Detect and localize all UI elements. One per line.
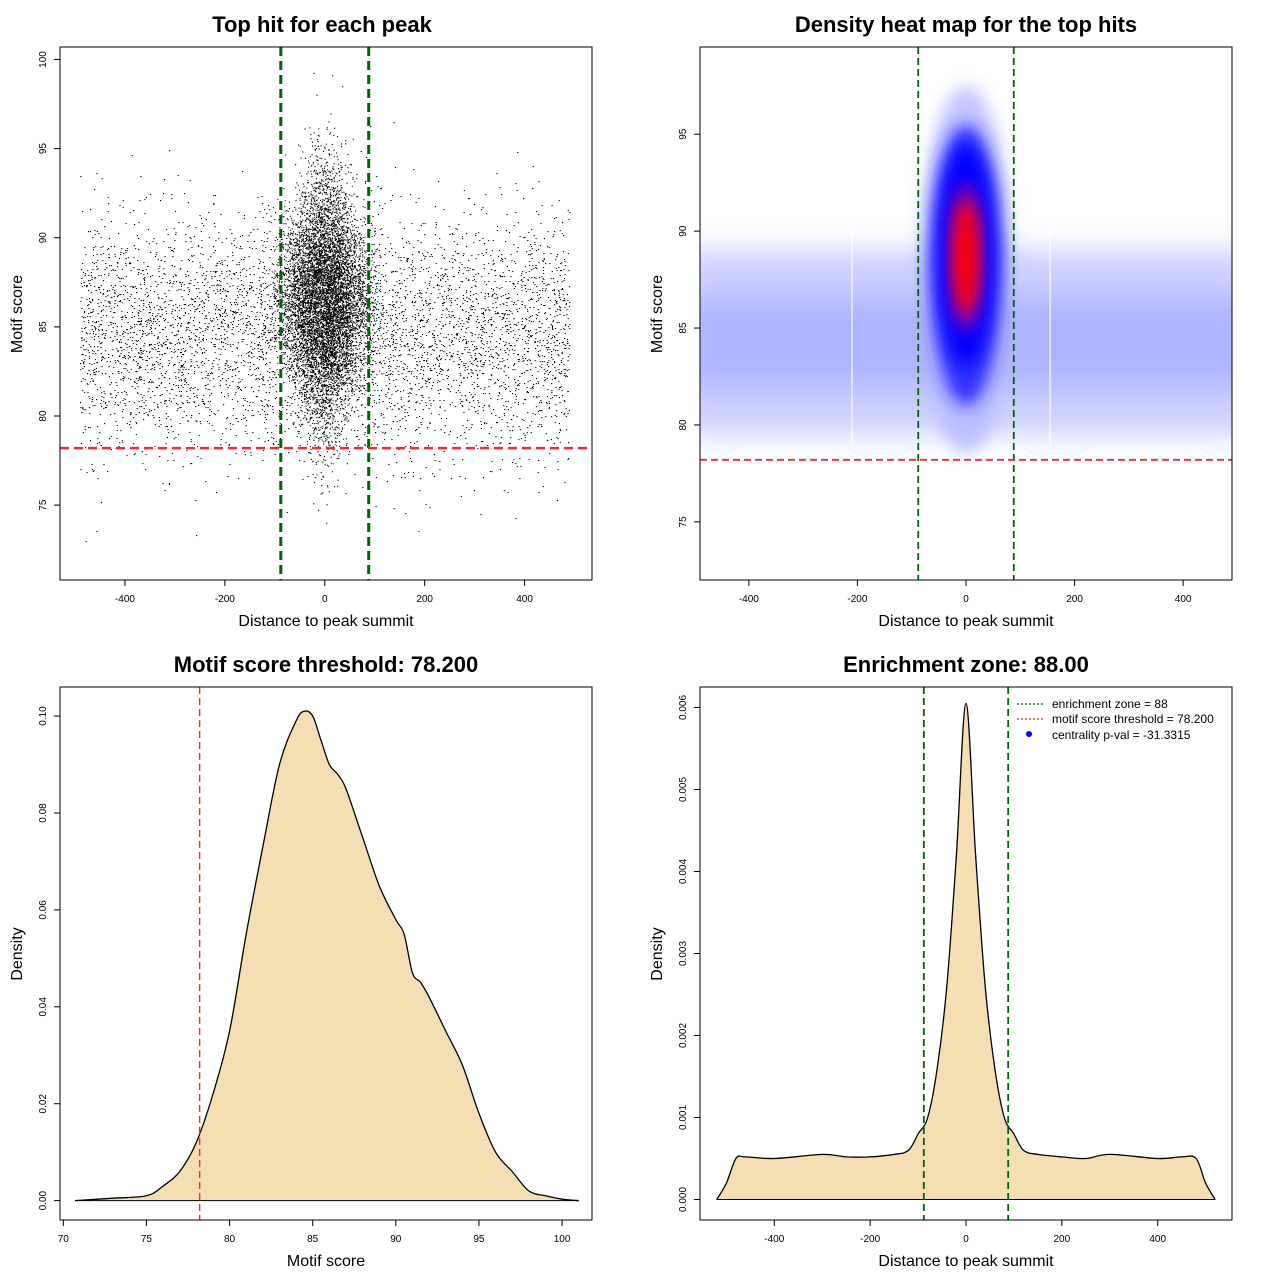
score-x-tick-label: 95 — [473, 1234, 485, 1245]
heatmap-y-axis-label: Motif score — [649, 275, 666, 353]
distance-y-tick-label: 0.004 — [678, 859, 689, 884]
scatter-x-axis-label: Distance to peak summit — [238, 613, 414, 630]
score-y-tick-label: 0.00 — [38, 1190, 49, 1210]
heatmap-y-tick-label: 85 — [678, 322, 689, 334]
legend-enrichment-zone-label: enrichment zone = 88 — [1052, 697, 1168, 711]
scatter-y-axis-label: Motif score — [9, 275, 26, 353]
heatmap-x-tick-label: 200 — [1066, 594, 1083, 605]
distance-x-tick-label: 400 — [1149, 1234, 1166, 1245]
legend-pval-label: centrality p-val = -31.3315 — [1052, 728, 1191, 742]
score-y-tick-label: 0.02 — [38, 1094, 49, 1114]
scatter-x-tick-label: 0 — [322, 594, 328, 605]
score-y-tick-label: 0.04 — [38, 997, 49, 1017]
scatter-x-tick-label: -200 — [215, 594, 235, 605]
distance-y-tick-label: 0.003 — [678, 941, 689, 966]
scatter-x-tick-label: -400 — [115, 594, 135, 605]
scatter-title: Top hit for each peak — [212, 12, 432, 37]
distance-x-tick-label: -400 — [764, 1234, 784, 1245]
distance-y-tick-label: 0.002 — [678, 1023, 689, 1048]
scatter-y-tick-label: 80 — [38, 410, 49, 422]
heatmap-title: Density heat map for the top hits — [795, 12, 1137, 37]
scatter-x-tick-label: 200 — [416, 594, 433, 605]
score-x-tick-label: 75 — [141, 1234, 153, 1245]
score-y-tick-label: 0.08 — [38, 803, 49, 823]
scatter-y-tick-label: 75 — [38, 499, 49, 511]
scatter-x-tick-label: 400 — [516, 594, 533, 605]
distance-x-tick-label: 200 — [1054, 1234, 1071, 1245]
heatmap-y-tick-label: 90 — [678, 225, 689, 237]
heatmap-x-axis-label: Distance to peak summit — [878, 613, 1054, 630]
score-density-curve — [74, 710, 579, 1202]
heatmap-x-tick-label: -200 — [847, 594, 867, 605]
heatmap-x-tick-label: -400 — [739, 594, 759, 605]
score-x-tick-label: 80 — [224, 1234, 236, 1245]
score-density-fill — [75, 710, 579, 1201]
scatter-y-tick-label: 90 — [38, 232, 49, 244]
scatter-y-tick-label: 95 — [38, 143, 49, 155]
scatter-y-tick-label: 100 — [38, 51, 49, 68]
scatter-panel: Top hit for each peak -400 -200 0 200 400 75 8… — [9, 12, 593, 630]
heatmap-field — [700, 47, 1232, 580]
legend-threshold-label: motif score threshold = 78.200 — [1052, 712, 1214, 726]
distance-density-curve — [716, 702, 1216, 1200]
score-x-tick-label: 100 — [554, 1234, 571, 1245]
distance-y-tick-label: 0.006 — [678, 695, 689, 720]
distance-y-tick-label: 0.001 — [678, 1105, 689, 1130]
heatmap-y-tick-label: 80 — [678, 419, 689, 431]
scatter-plot-frame — [59, 46, 593, 581]
heatmap-x-tick-label: 0 — [963, 594, 969, 605]
distance-x-tick-label: -200 — [860, 1234, 880, 1245]
score-density-panel: Motif score threshold: 78.200 70 75 80 85 90… — [9, 652, 593, 1270]
score-density-x-axis-label: Motif score — [287, 1253, 365, 1270]
heatmap-y-tick-label: 75 — [678, 516, 689, 528]
scatter-y-tick-label: 85 — [38, 321, 49, 333]
distance-density-y-axis-label: Density — [649, 927, 666, 980]
distance-y-tick-label: 0.005 — [678, 777, 689, 802]
score-x-tick-label: 70 — [58, 1234, 70, 1245]
heatmap-panel: Density heat map for the top hits -400 -2… — [649, 12, 1233, 630]
distance-density-fill — [716, 703, 1216, 1200]
heatmap-x-tick-label: 400 — [1175, 594, 1192, 605]
score-density-y-axis-label: Density — [9, 927, 26, 980]
distance-density-x-axis-label: Distance to peak summit — [878, 1253, 1054, 1270]
score-y-tick-label: 0.10 — [38, 706, 49, 726]
distance-density-title: Enrichment zone: 88.00 — [843, 652, 1089, 677]
distance-density-panel: Enrichment zone: 88.00 -400 -200 0 200 400 0.… — [649, 652, 1233, 1270]
scatter-points — [80, 72, 571, 543]
heatmap-red-core — [954, 202, 978, 313]
heatmap-layers — [700, 47, 1232, 580]
distance-x-tick-label: 0 — [963, 1234, 969, 1245]
distance-density-legend: enrichment zone = 88 motif score thresho… — [1017, 697, 1214, 742]
score-density-plot-frame — [59, 686, 593, 1221]
score-density-title: Motif score threshold: 78.200 — [174, 652, 478, 677]
score-x-tick-label: 90 — [390, 1234, 402, 1245]
scatter-point-cloud — [80, 72, 571, 543]
distance-y-tick-label: 0.000 — [678, 1187, 689, 1212]
score-x-tick-label: 85 — [307, 1234, 319, 1245]
legend-pval-dot — [1026, 731, 1032, 737]
score-y-tick-label: 0.06 — [38, 900, 49, 920]
heatmap-y-tick-label: 95 — [678, 128, 689, 140]
